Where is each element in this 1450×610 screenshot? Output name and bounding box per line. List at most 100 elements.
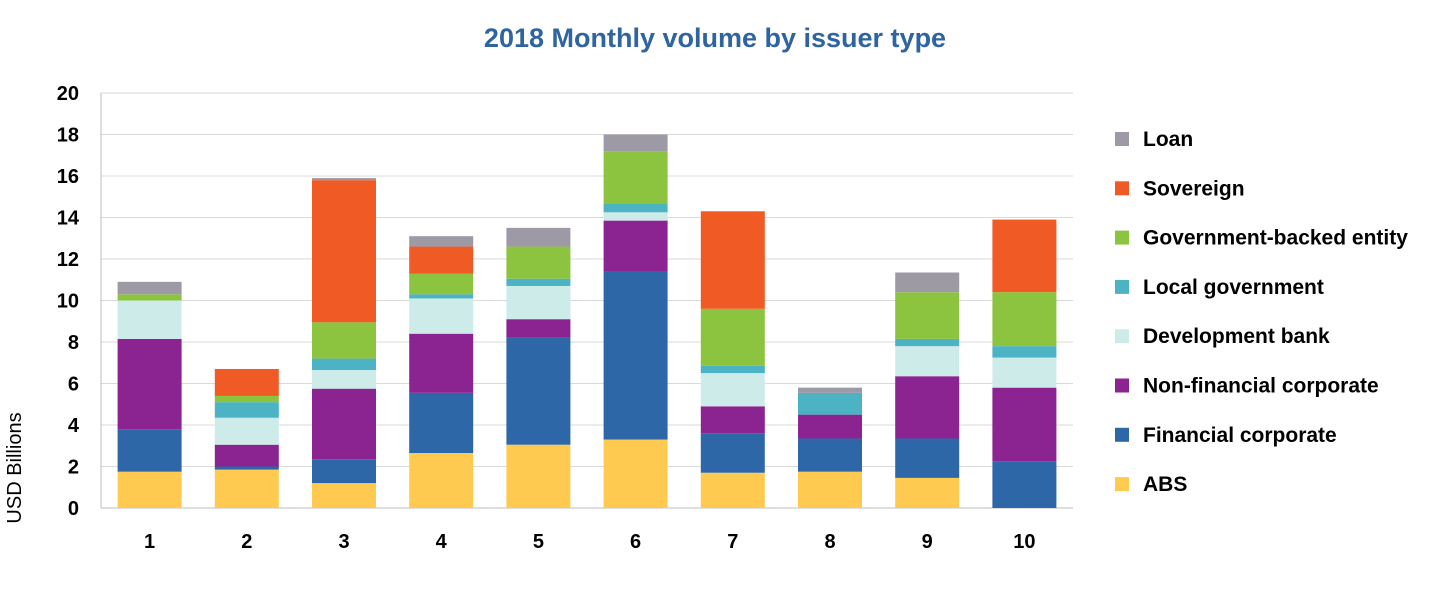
bar-segment xyxy=(506,285,571,320)
legend-item: Non-financial corporate xyxy=(1115,375,1379,398)
bar-segment xyxy=(214,469,279,508)
bar-segment xyxy=(506,246,571,279)
bar-segment xyxy=(798,387,862,393)
legend: Loan Sovereign Government-backed entity Loc… xyxy=(1115,128,1408,496)
bar-segment xyxy=(214,368,279,396)
x-tick-labels: 1 2 3 4 5 6 7 8 9 10 xyxy=(144,531,1035,553)
bar-segment xyxy=(895,477,960,508)
x-tick-label: 3 xyxy=(338,531,349,553)
y-tick-label: 18 xyxy=(57,125,79,147)
bar-segment xyxy=(117,300,182,339)
legend-swatch xyxy=(1115,230,1129,245)
bar-segment xyxy=(409,294,474,299)
bar-segment xyxy=(895,376,960,439)
legend-item: Development bank xyxy=(1115,325,1330,348)
legend-swatch xyxy=(1115,477,1129,492)
bar-segment xyxy=(506,227,571,247)
bar-segment xyxy=(700,211,765,309)
legend-swatch xyxy=(1115,132,1129,146)
bar-segment xyxy=(603,204,668,213)
legend-item: Financial corporate xyxy=(1115,424,1337,447)
bar-segment xyxy=(700,406,765,434)
legend-label: Non-financial corporate xyxy=(1143,375,1379,398)
y-tick-label: 0 xyxy=(68,498,79,520)
x-tick-label: 2 xyxy=(241,531,252,553)
bar-segment xyxy=(603,134,668,152)
bar-segment xyxy=(409,453,474,508)
bar-segment xyxy=(312,322,376,359)
bar-segment xyxy=(700,308,765,366)
bars xyxy=(117,134,1057,508)
bar-segment xyxy=(117,471,182,508)
bar-segment xyxy=(506,278,571,286)
bar-segment xyxy=(409,273,474,295)
legend-label: Government-backed entity xyxy=(1143,227,1408,250)
bar-segment xyxy=(312,459,376,484)
bar-segment xyxy=(895,438,960,478)
bar-segment xyxy=(603,151,668,205)
bar-segment xyxy=(409,298,474,334)
y-tick-label: 16 xyxy=(57,166,79,188)
legend-item: ABS xyxy=(1115,473,1187,496)
legend-item: Government-backed entity xyxy=(1115,227,1408,250)
x-tick-label: 6 xyxy=(630,531,641,553)
y-tick-label: 10 xyxy=(57,291,79,313)
bar-segment xyxy=(117,429,182,472)
bar-segment xyxy=(117,281,182,295)
x-tick-label: 9 xyxy=(922,531,933,553)
x-tick-label: 8 xyxy=(824,531,835,553)
bar-segment xyxy=(312,483,376,508)
bar-segment xyxy=(992,346,1057,358)
bar-segment xyxy=(992,357,1057,388)
x-tick-label: 7 xyxy=(727,531,738,553)
bar-segment xyxy=(603,271,668,440)
bar-segment xyxy=(312,370,376,389)
bar-segment xyxy=(506,337,571,445)
y-tick-label: 2 xyxy=(68,457,79,479)
bar-segment xyxy=(700,373,765,407)
bar-segment xyxy=(700,472,765,508)
legend-label: Local government xyxy=(1143,276,1324,299)
bar-segment xyxy=(312,358,376,371)
bar-segment xyxy=(895,338,960,347)
chart-title: 2018 Monthly volume by issuer type xyxy=(484,23,946,53)
bar-segment xyxy=(700,365,765,374)
y-tick-label: 20 xyxy=(57,83,79,105)
legend-swatch xyxy=(1115,378,1129,393)
y-tick-label: 8 xyxy=(68,332,79,354)
bar-segment xyxy=(798,438,862,472)
y-tick-label: 14 xyxy=(57,208,80,230)
bar-segment xyxy=(312,178,376,181)
legend-item: Sovereign xyxy=(1115,177,1245,200)
legend-label: Loan xyxy=(1143,128,1193,151)
legend-swatch xyxy=(1115,329,1129,344)
bar-segment xyxy=(117,338,182,430)
bar-segment xyxy=(603,439,668,508)
bar-segment xyxy=(992,219,1057,293)
legend-item: Local government xyxy=(1115,276,1324,299)
y-tick-labels: 0 2 4 6 8 10 12 14 16 18 20 xyxy=(57,83,80,520)
bar-segment xyxy=(603,220,668,272)
legend-label: Development bank xyxy=(1143,325,1330,348)
bar-segment xyxy=(409,333,474,393)
bar-segment xyxy=(506,444,571,508)
bar-segment xyxy=(506,319,571,338)
x-tick-label: 4 xyxy=(436,531,448,553)
bar-segment xyxy=(117,294,182,301)
bar-segment xyxy=(798,414,862,439)
x-tick-label: 1 xyxy=(144,531,155,553)
bar-segment xyxy=(312,180,376,323)
legend-swatch xyxy=(1115,181,1129,196)
y-axis-label: USD Billions xyxy=(4,412,26,523)
legend-label: Sovereign xyxy=(1143,177,1245,200)
bar-segment xyxy=(214,417,279,445)
bar-segment xyxy=(895,292,960,339)
bar-segment xyxy=(895,346,960,377)
legend-label: ABS xyxy=(1143,473,1187,496)
y-tick-label: 12 xyxy=(57,249,79,271)
bar-segment xyxy=(409,236,474,247)
y-tick-label: 4 xyxy=(68,415,80,437)
bar-segment xyxy=(214,466,279,470)
bar-segment xyxy=(312,388,376,460)
